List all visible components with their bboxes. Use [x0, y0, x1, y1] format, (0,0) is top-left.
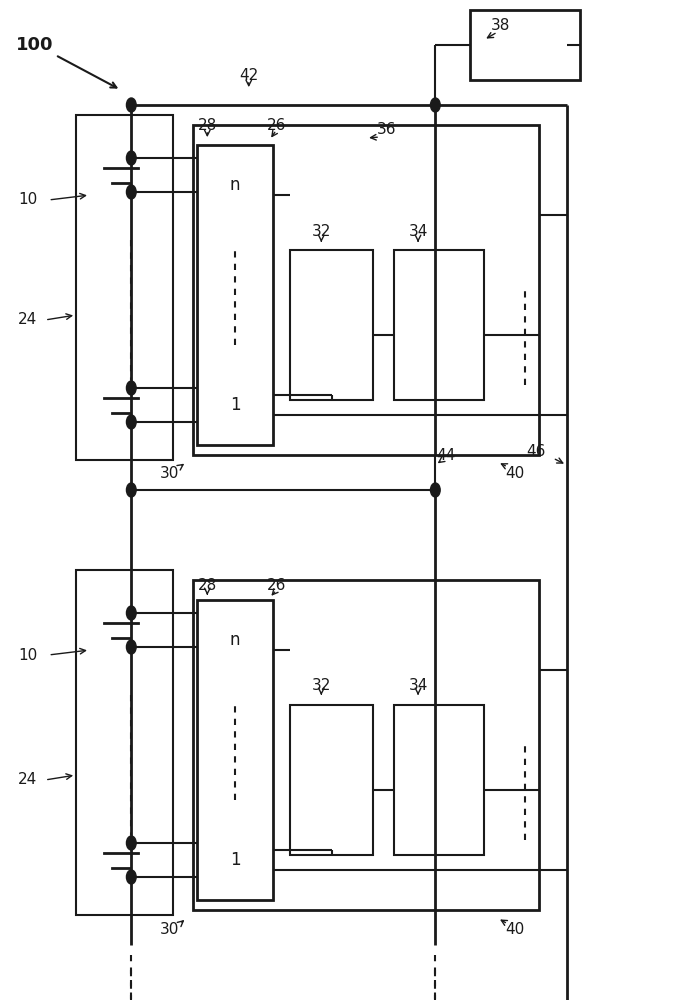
Text: 30: 30: [160, 466, 179, 481]
Text: 38: 38: [491, 17, 511, 32]
FancyBboxPatch shape: [197, 145, 273, 445]
Text: 44: 44: [436, 448, 455, 462]
Text: 32: 32: [312, 225, 331, 239]
Text: 100: 100: [16, 36, 53, 54]
FancyBboxPatch shape: [76, 570, 173, 915]
Text: n: n: [229, 176, 240, 194]
Text: 40: 40: [505, 466, 524, 481]
FancyBboxPatch shape: [290, 250, 373, 400]
Text: 26: 26: [267, 578, 286, 592]
Circle shape: [126, 98, 136, 112]
Text: 28: 28: [198, 578, 217, 592]
Circle shape: [126, 151, 136, 165]
Circle shape: [126, 381, 136, 395]
Circle shape: [126, 415, 136, 429]
Text: 26: 26: [267, 117, 286, 132]
Text: 42: 42: [239, 68, 258, 83]
FancyBboxPatch shape: [193, 125, 539, 455]
FancyBboxPatch shape: [193, 580, 539, 910]
Circle shape: [126, 870, 136, 884]
Text: 36: 36: [377, 122, 397, 137]
Text: 34: 34: [408, 225, 428, 239]
Text: 10: 10: [18, 648, 37, 662]
Circle shape: [430, 98, 440, 112]
Text: 30: 30: [160, 922, 179, 938]
Circle shape: [430, 483, 440, 497]
FancyBboxPatch shape: [76, 115, 173, 460]
Circle shape: [126, 483, 136, 497]
Text: 40: 40: [505, 922, 524, 938]
Text: 24: 24: [18, 772, 37, 788]
Circle shape: [126, 606, 136, 620]
Circle shape: [126, 185, 136, 199]
FancyBboxPatch shape: [290, 705, 373, 855]
FancyBboxPatch shape: [394, 250, 484, 400]
Text: 10: 10: [18, 192, 37, 208]
Text: 32: 32: [312, 678, 331, 692]
Text: 1: 1: [229, 396, 240, 414]
FancyBboxPatch shape: [470, 10, 580, 80]
FancyBboxPatch shape: [394, 705, 484, 855]
Text: 46: 46: [526, 444, 545, 460]
Text: 28: 28: [198, 117, 217, 132]
Circle shape: [126, 640, 136, 654]
Text: 1: 1: [229, 851, 240, 869]
Circle shape: [126, 836, 136, 850]
FancyBboxPatch shape: [197, 600, 273, 900]
Text: 34: 34: [408, 678, 428, 692]
Text: 24: 24: [18, 312, 37, 328]
Text: n: n: [229, 631, 240, 649]
